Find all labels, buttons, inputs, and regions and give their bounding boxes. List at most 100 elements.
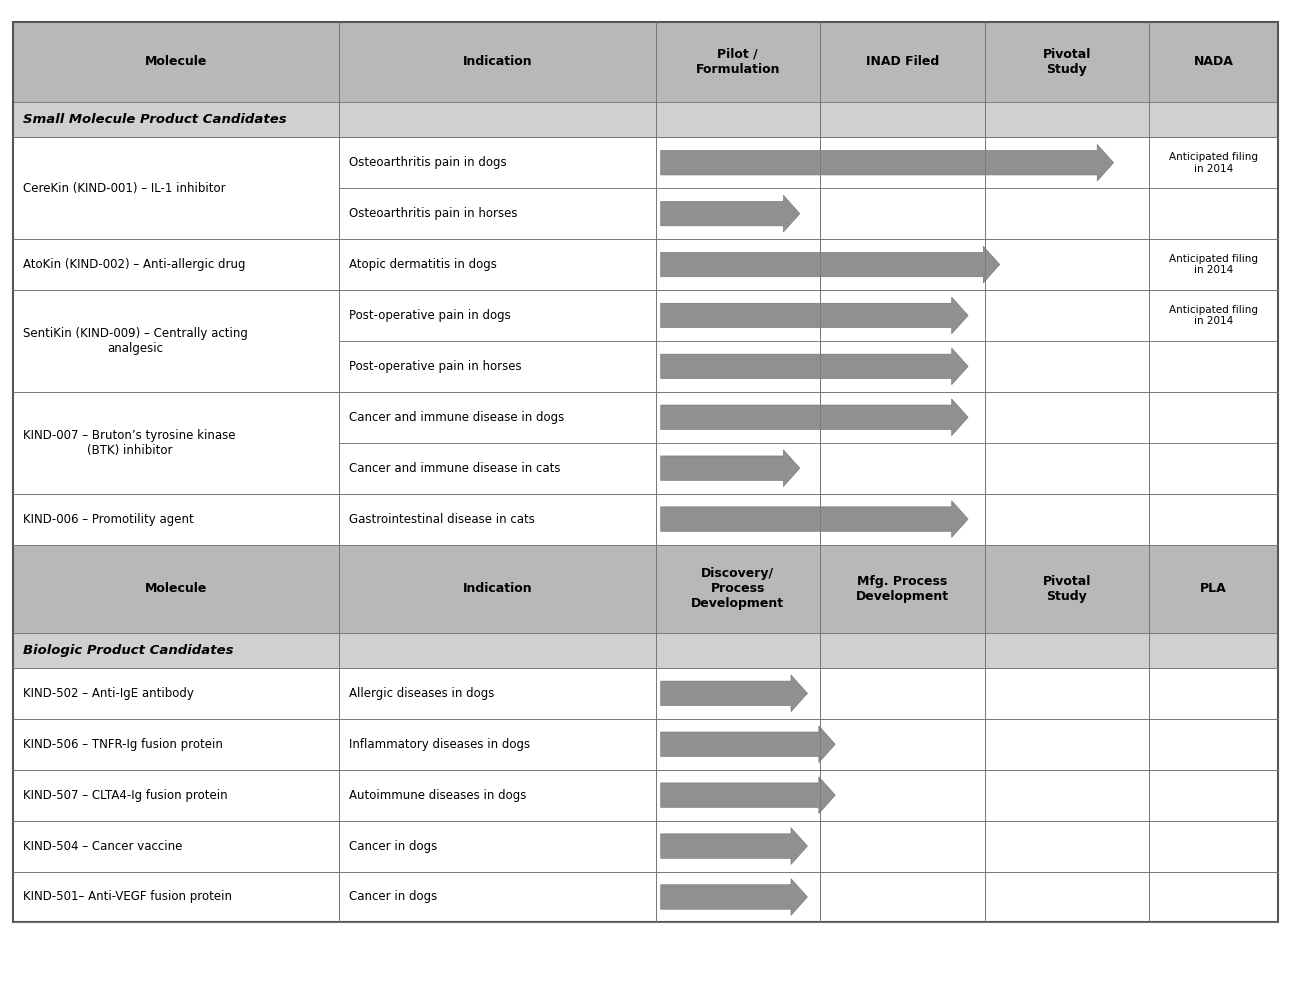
- Bar: [820, 22, 985, 102]
- Bar: [340, 102, 656, 137]
- Bar: [820, 668, 985, 719]
- Bar: [340, 632, 656, 668]
- FancyArrow shape: [661, 297, 968, 334]
- Bar: [1149, 341, 1278, 392]
- FancyArrow shape: [661, 450, 800, 487]
- FancyArrow shape: [661, 399, 968, 436]
- FancyArrow shape: [661, 145, 1114, 181]
- Bar: [656, 290, 820, 341]
- Bar: [13, 820, 340, 871]
- Text: Osteoarthritis pain in dogs: Osteoarthritis pain in dogs: [350, 156, 507, 169]
- Text: Cancer and immune disease in dogs: Cancer and immune disease in dogs: [350, 411, 564, 424]
- Text: Osteoarthritis pain in horses: Osteoarthritis pain in horses: [350, 207, 518, 220]
- Bar: [13, 769, 340, 820]
- Bar: [13, 719, 340, 769]
- Text: Anticipated filing
in 2014: Anticipated filing in 2014: [1170, 305, 1257, 327]
- Bar: [656, 22, 820, 102]
- Bar: [340, 137, 656, 188]
- Bar: [1149, 188, 1278, 239]
- Bar: [820, 494, 985, 544]
- Bar: [1149, 239, 1278, 290]
- Bar: [985, 544, 1149, 632]
- Bar: [340, 239, 656, 290]
- Bar: [820, 341, 985, 392]
- FancyArrow shape: [661, 348, 968, 385]
- Text: Gastrointestinal disease in cats: Gastrointestinal disease in cats: [350, 512, 536, 525]
- Bar: [340, 820, 656, 871]
- Bar: [820, 719, 985, 769]
- FancyArrow shape: [661, 879, 807, 915]
- Text: Pilot /
Formulation: Pilot / Formulation: [696, 48, 780, 76]
- Bar: [820, 443, 985, 494]
- Bar: [820, 544, 985, 632]
- Bar: [1149, 494, 1278, 544]
- Bar: [13, 494, 340, 544]
- Bar: [1149, 719, 1278, 769]
- Bar: [656, 102, 820, 137]
- Text: Autoimmune diseases in dogs: Autoimmune diseases in dogs: [350, 788, 527, 801]
- Bar: [1149, 544, 1278, 632]
- FancyArrow shape: [661, 828, 807, 864]
- Bar: [1149, 769, 1278, 820]
- Bar: [820, 102, 985, 137]
- Text: Discovery/
Process
Development: Discovery/ Process Development: [691, 567, 785, 610]
- Bar: [656, 239, 820, 290]
- Bar: [13, 102, 340, 137]
- Text: KIND-506 – TNFR-Ig fusion protein: KIND-506 – TNFR-Ig fusion protein: [23, 737, 223, 751]
- Bar: [13, 544, 340, 632]
- Bar: [820, 290, 985, 341]
- Text: KIND-501– Anti-VEGF fusion protein: KIND-501– Anti-VEGF fusion protein: [23, 890, 232, 903]
- Bar: [340, 290, 656, 341]
- Bar: [985, 769, 1149, 820]
- Bar: [1149, 102, 1278, 137]
- FancyArrow shape: [661, 500, 968, 537]
- Bar: [985, 137, 1149, 188]
- Bar: [13, 668, 340, 719]
- Text: AtoKin (KIND-002) – Anti-allergic drug: AtoKin (KIND-002) – Anti-allergic drug: [23, 258, 245, 271]
- Bar: [985, 22, 1149, 102]
- Bar: [13, 137, 340, 239]
- Text: Inflammatory diseases in dogs: Inflammatory diseases in dogs: [350, 737, 531, 751]
- Bar: [13, 632, 340, 668]
- Text: NADA: NADA: [1194, 55, 1233, 68]
- Bar: [656, 392, 820, 443]
- Bar: [820, 632, 985, 668]
- Bar: [1149, 392, 1278, 443]
- FancyArrow shape: [661, 777, 835, 813]
- Bar: [13, 871, 340, 922]
- Bar: [656, 632, 820, 668]
- Bar: [656, 137, 820, 188]
- Text: Cancer and immune disease in cats: Cancer and immune disease in cats: [350, 462, 562, 475]
- Bar: [656, 544, 820, 632]
- Bar: [985, 102, 1149, 137]
- Text: Cancer in dogs: Cancer in dogs: [350, 839, 438, 852]
- Bar: [985, 188, 1149, 239]
- Bar: [13, 239, 340, 290]
- Text: Biologic Product Candidates: Biologic Product Candidates: [23, 643, 234, 656]
- Text: Indication: Indication: [462, 582, 532, 595]
- Bar: [985, 239, 1149, 290]
- Text: KIND-504 – Cancer vaccine: KIND-504 – Cancer vaccine: [23, 839, 182, 852]
- Bar: [656, 188, 820, 239]
- Text: SentiKin (KIND-009) – Centrally acting
analgesic: SentiKin (KIND-009) – Centrally acting a…: [23, 327, 248, 355]
- Bar: [340, 719, 656, 769]
- Bar: [13, 290, 340, 392]
- Bar: [820, 239, 985, 290]
- Text: Cancer in dogs: Cancer in dogs: [350, 890, 438, 903]
- Text: KIND-507 – CLTA4-Ig fusion protein: KIND-507 – CLTA4-Ig fusion protein: [23, 788, 227, 801]
- FancyArrow shape: [661, 246, 999, 283]
- Text: KIND-502 – Anti-IgE antibody: KIND-502 – Anti-IgE antibody: [23, 687, 194, 700]
- Bar: [985, 719, 1149, 769]
- Bar: [985, 392, 1149, 443]
- Bar: [820, 188, 985, 239]
- Bar: [340, 188, 656, 239]
- Bar: [656, 719, 820, 769]
- Text: Atopic dermatitis in dogs: Atopic dermatitis in dogs: [350, 258, 497, 271]
- Bar: [340, 668, 656, 719]
- Text: Pivotal
Study: Pivotal Study: [1043, 574, 1091, 602]
- Bar: [340, 392, 656, 443]
- Bar: [820, 392, 985, 443]
- Text: Post-operative pain in dogs: Post-operative pain in dogs: [350, 309, 511, 322]
- Bar: [985, 632, 1149, 668]
- Bar: [340, 871, 656, 922]
